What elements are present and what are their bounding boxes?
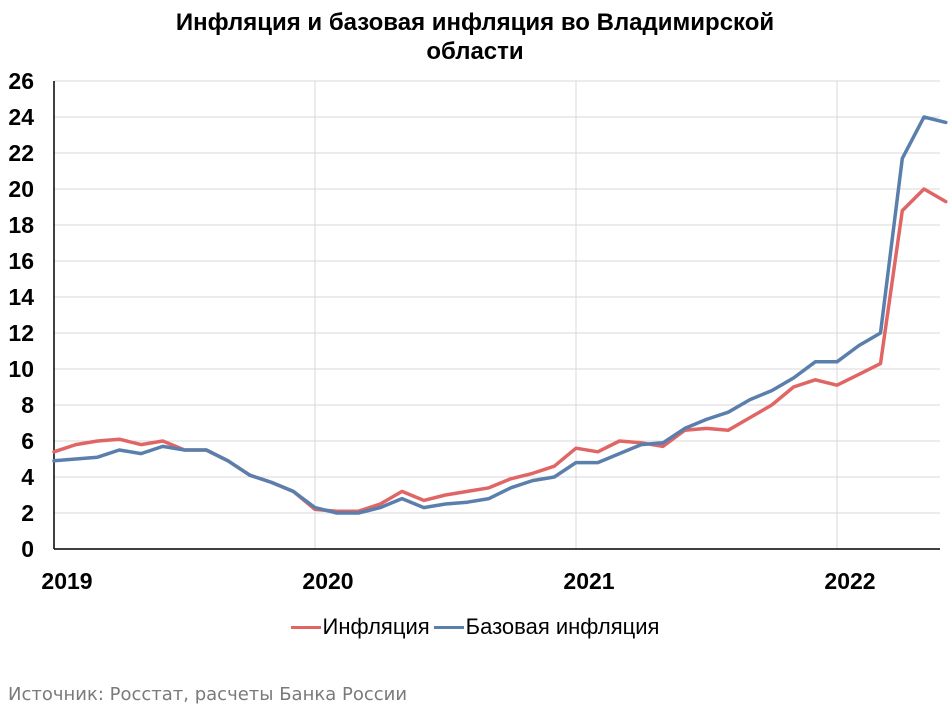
- y-tick-label-24: 24: [8, 104, 34, 130]
- vertical-gridlines: [314, 81, 838, 549]
- series-line-core-inflation: [52, 115, 948, 515]
- y-tick-label-2: 2: [21, 500, 34, 526]
- legend-label-inflation: Инфляция: [322, 614, 430, 639]
- chart-title-line-1: Инфляция и базовая инфляция во Владимирс…: [175, 9, 775, 36]
- legend-item-core-inflation[interactable]: Базовая инфляция: [433, 614, 660, 640]
- y-tick-label-22: 22: [8, 140, 34, 166]
- x-tick-label-2020: 2020: [302, 568, 353, 594]
- y-tick-label-16: 16: [8, 248, 34, 274]
- legend-swatch-inflation: [290, 625, 321, 629]
- horizontal-gridlines: [54, 80, 940, 514]
- x-tick-label-2019: 2019: [41, 568, 92, 594]
- legend-swatch-core-inflation: [433, 625, 464, 629]
- y-tick-label-14: 14: [8, 284, 34, 310]
- legend-item-inflation[interactable]: Инфляция: [290, 614, 430, 640]
- x-tick-label-2022: 2022: [824, 568, 875, 594]
- x-axis-tick-labels: 2019 2020 2021 2022: [41, 568, 875, 594]
- x-tick-label-2021: 2021: [563, 568, 614, 594]
- y-tick-label-0: 0: [21, 536, 34, 562]
- chart-axes: [53, 81, 940, 550]
- y-tick-label-8: 8: [21, 392, 34, 418]
- y-tick-label-12: 12: [8, 320, 34, 346]
- source-note: Источник: Росстат, расчеты Банка России: [8, 684, 408, 705]
- y-tick-label-6: 6: [21, 428, 34, 454]
- y-tick-label-20: 20: [8, 176, 34, 202]
- y-tick-label-4: 4: [21, 464, 34, 490]
- series-line-inflation: [52, 187, 948, 513]
- chart-legend: Инфляция Базовая инфляция: [0, 614, 950, 640]
- y-tick-label-18: 18: [8, 212, 34, 238]
- legend-label-core-inflation: Базовая инфляция: [465, 614, 660, 639]
- chart-title: Инфляция и базовая инфляция во Владимирс…: [0, 8, 950, 66]
- series-lines: [52, 115, 948, 515]
- y-tick-label-26: 26: [8, 68, 34, 94]
- chart-title-line-2: области: [426, 38, 524, 65]
- y-tick-label-10: 10: [8, 356, 34, 382]
